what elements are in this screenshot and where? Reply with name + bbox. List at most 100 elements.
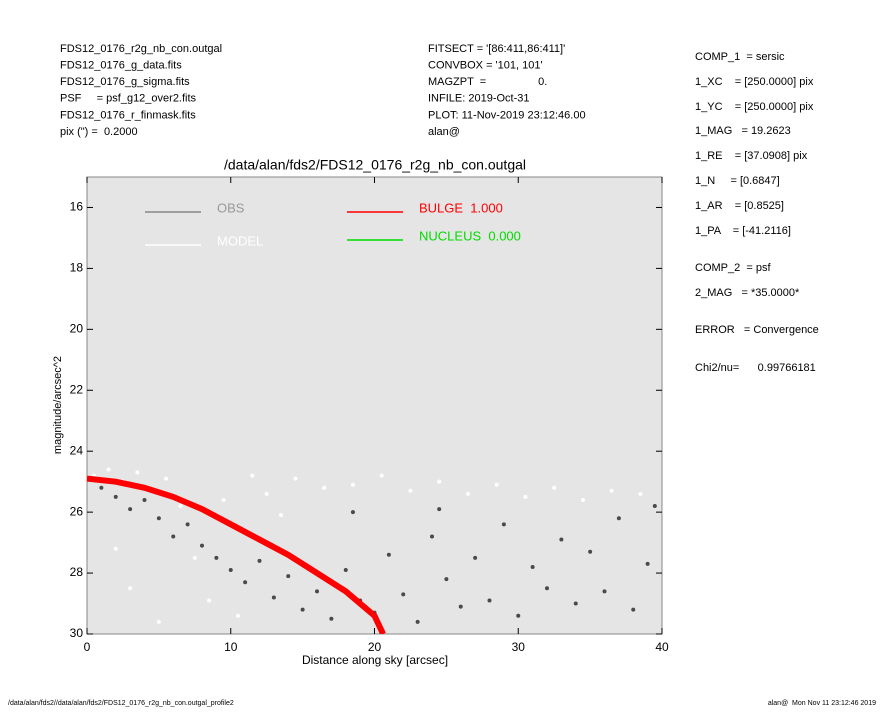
data-point	[257, 558, 262, 563]
data-point	[415, 619, 420, 624]
data-point	[343, 568, 348, 573]
data-point	[192, 555, 197, 560]
header-middle-line: INFILE: 2019-Oct-31	[428, 93, 530, 105]
legend-label: OBS	[217, 200, 245, 215]
legend-label: NUCLEUS 0.000	[419, 228, 521, 243]
header-left-line: PSF = psf_g12_over2.fits	[60, 93, 197, 105]
data-point	[631, 607, 636, 612]
data-point	[602, 589, 607, 594]
data-point	[545, 586, 549, 591]
data-point	[652, 504, 657, 509]
data-point	[99, 485, 104, 490]
data-point	[386, 552, 391, 557]
plot-area	[86, 176, 663, 635]
data-point	[286, 574, 291, 579]
data-point	[458, 604, 463, 609]
data-point	[142, 497, 147, 502]
x-tick-label: 30	[512, 640, 526, 654]
data-point	[516, 613, 521, 618]
header-middle-line: CONVBOX = '101, 101'	[428, 60, 543, 72]
legend-label: BULGE 1.000	[419, 200, 503, 215]
data-point	[279, 513, 284, 518]
x-tick-label: 40	[655, 640, 669, 654]
data-point	[437, 479, 442, 484]
y-tick-label: 20	[70, 322, 84, 336]
y-tick-label: 30	[70, 626, 84, 640]
data-point	[264, 491, 269, 496]
header-left-line: FDS12_0176_r2g_nb_con.outgal	[60, 43, 222, 55]
data-point	[156, 516, 161, 521]
data-point	[430, 534, 434, 539]
data-point	[329, 616, 334, 621]
data-point	[185, 522, 190, 527]
data-point	[573, 601, 578, 606]
data-point	[207, 598, 212, 603]
data-point	[221, 497, 226, 502]
x-tick-label: 10	[224, 640, 238, 654]
data-point	[228, 568, 233, 573]
data-point	[178, 504, 183, 509]
data-point	[638, 491, 643, 496]
fit-parameter: 1_N = [0.6847]	[695, 175, 780, 187]
data-point	[113, 494, 118, 499]
data-point	[250, 473, 255, 478]
fit-parameter: 1_RE = [37.0908] pix	[695, 150, 808, 162]
fit-parameter: COMP_2 = psf	[695, 262, 771, 274]
fit-parameter: COMP_1 = sersic	[695, 51, 785, 63]
header-left-line: FDS12_0176_g_sigma.fits	[60, 76, 190, 88]
data-point	[293, 476, 298, 481]
data-point	[501, 522, 506, 527]
fit-parameter: 1_XC = [250.0000] pix	[695, 76, 814, 88]
header-left-line: FDS12_0176_g_data.fits	[60, 60, 182, 72]
y-tick-label: 24	[70, 443, 84, 457]
data-point	[271, 595, 276, 600]
data-point	[315, 589, 319, 594]
plot-marks	[87, 467, 657, 634]
x-tick-label: 0	[84, 640, 91, 654]
data-point	[494, 482, 499, 487]
y-tick-label: 26	[70, 504, 84, 518]
data-point	[164, 476, 169, 481]
data-point	[235, 613, 240, 618]
fit-parameter: 2_MAG = *35.0000*	[695, 287, 800, 299]
footer-left: /data/alan/fds2//data/alan/fds2/FDS12_01…	[8, 700, 234, 707]
footer-right: alan@ Mon Nov 11 23:12:46 2019	[768, 700, 876, 707]
data-point	[350, 510, 355, 515]
data-point	[530, 564, 535, 569]
data-point	[379, 473, 384, 478]
data-point	[437, 507, 442, 512]
data-point	[645, 561, 650, 566]
x-axis-label: Distance along sky [arcsec]	[302, 653, 448, 667]
data-point	[214, 555, 219, 560]
data-point	[552, 485, 557, 490]
header-left-line: FDS12_0176_r_finmask.fits	[60, 109, 196, 121]
chart-title: /data/alan/fds2/FDS12_0176_r2g_nb_con.ou…	[224, 157, 526, 173]
data-point	[616, 516, 621, 521]
data-point	[128, 507, 133, 512]
data-point	[156, 619, 161, 624]
data-point	[523, 494, 528, 499]
data-point	[171, 534, 176, 539]
y-axis-label: magnitude/arcsec^2	[52, 356, 64, 454]
data-point	[588, 549, 593, 554]
data-point	[128, 586, 133, 591]
data-point	[135, 470, 140, 475]
header-middle-line: alan@	[428, 126, 460, 138]
data-point	[106, 467, 111, 472]
data-point	[444, 577, 449, 582]
y-tick-label: 18	[70, 261, 84, 275]
data-point	[113, 546, 118, 551]
legend-label: MODEL	[217, 233, 263, 248]
data-point	[401, 592, 406, 597]
data-point	[322, 485, 327, 490]
data-point	[465, 491, 470, 496]
header-left-line: pix (") = 0.2000	[60, 126, 138, 138]
header-middle-line: MAGZPT = 0.	[428, 76, 547, 88]
header-middle-line: PLOT: 11-Nov-2019 23:12:46.00	[428, 109, 586, 121]
data-point	[473, 555, 478, 560]
x-tick-label: 20	[368, 640, 382, 654]
data-point	[200, 543, 204, 548]
y-tick-label: 16	[70, 200, 84, 214]
